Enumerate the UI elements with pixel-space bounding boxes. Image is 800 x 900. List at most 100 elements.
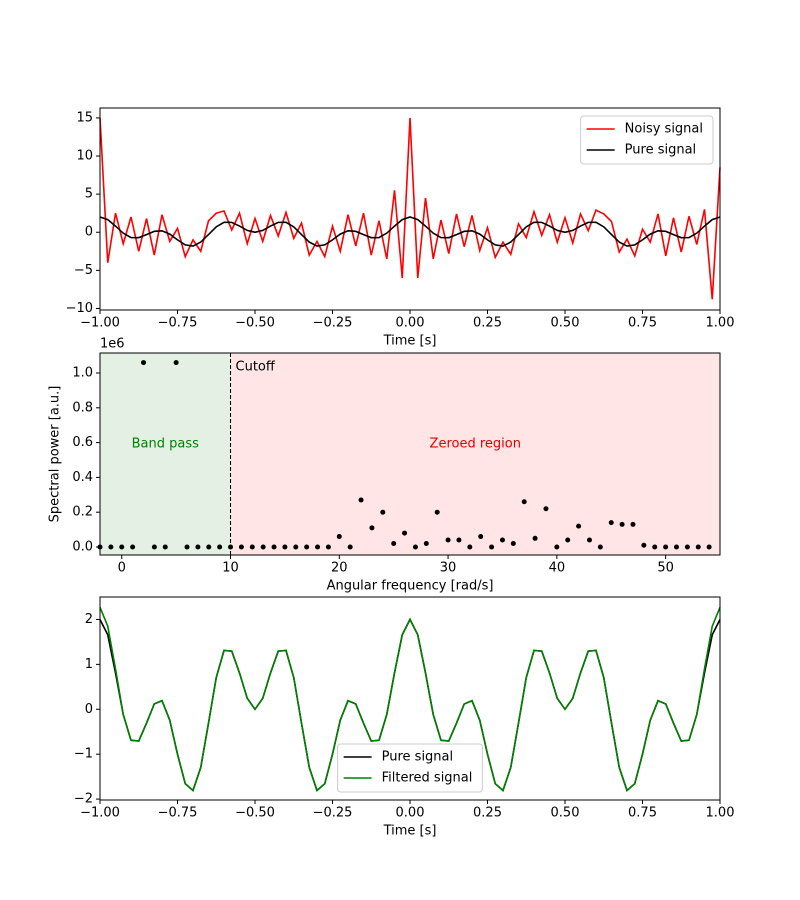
point [434, 509, 440, 515]
point [173, 360, 179, 366]
point [445, 537, 451, 543]
x-tick-label: 20 [331, 561, 348, 576]
point [315, 544, 321, 550]
y-tick-label: 10 [76, 149, 93, 164]
legend-label: Pure signal [382, 750, 454, 765]
point [151, 544, 157, 550]
x-tick-label: 1.00 [706, 316, 735, 331]
x-tick-label: −0.25 [313, 316, 353, 331]
point [369, 525, 375, 531]
axes-frame [99, 352, 721, 556]
x-tick-label: −0.50 [235, 316, 275, 331]
subplot: −1.00 −0.75 −0.50 −0.25 0.00 0.25 0.50 0.75 1.00… [66, 107, 735, 349]
point [293, 544, 299, 550]
x-tick-label: −1.00 [80, 806, 120, 821]
point [402, 530, 408, 536]
x-axis-label: Time [s] [383, 824, 437, 839]
y-tick-label: 0.0 [72, 539, 93, 554]
x-tick-label: 0.75 [628, 316, 657, 331]
x-tick-label: 0.25 [473, 806, 502, 821]
x-tick-label: 0.50 [551, 316, 580, 331]
point [510, 541, 516, 547]
point [238, 544, 244, 550]
point [304, 544, 310, 550]
x-tick-label: 0.50 [551, 806, 580, 821]
point [358, 497, 364, 503]
subplot: Band pass Zeroed region Cutoff 0 10 20 30 40 50 0… [48, 337, 721, 594]
point [673, 544, 679, 550]
region [100, 353, 231, 555]
region-label: Band pass [132, 436, 199, 451]
point [478, 534, 484, 540]
region [230, 353, 721, 555]
point [663, 544, 669, 550]
y-tick-label: 0.6 [72, 435, 93, 450]
point [228, 544, 234, 550]
point [586, 537, 592, 543]
y-tick-label: −1 [74, 747, 93, 762]
legend-box [580, 115, 714, 165]
point [184, 544, 190, 550]
point [554, 544, 560, 550]
point [608, 520, 614, 526]
x-tick-label: 1.00 [706, 806, 735, 821]
point [325, 544, 331, 550]
point [543, 506, 549, 512]
x-tick-label: −0.50 [235, 806, 275, 821]
legend-label: Noisy signal [625, 122, 703, 137]
point [489, 544, 495, 550]
legend: Noisy signal Pure signal [580, 115, 714, 165]
point [391, 541, 397, 547]
point [576, 523, 582, 529]
point [336, 534, 342, 540]
x-tick-label: 0 [118, 561, 126, 576]
y-tick-label: 2 [85, 612, 93, 627]
cutoff-label: Cutoff [236, 360, 276, 375]
point [597, 544, 603, 550]
y-tick-label: 15 [76, 110, 93, 125]
series-line [99, 117, 721, 300]
point [456, 537, 462, 543]
x-tick-label: 0.75 [628, 806, 657, 821]
x-tick-label: 30 [440, 561, 457, 576]
point [423, 541, 429, 547]
point [217, 544, 223, 550]
x-tick-label: −0.25 [313, 806, 353, 821]
x-tick-label: −0.75 [158, 806, 198, 821]
point [652, 544, 658, 550]
y-tick-label: 1 [85, 657, 93, 672]
y-tick-label: 0.4 [72, 470, 93, 485]
x-axis-label: Angular frequency [rad/s] [327, 579, 494, 594]
x-tick-label: 10 [222, 561, 239, 576]
legend-box [337, 743, 483, 793]
point [706, 544, 712, 550]
point [630, 521, 636, 527]
x-tick-label: 0.00 [396, 316, 425, 331]
point [206, 544, 212, 550]
point [521, 499, 527, 505]
point [162, 544, 168, 550]
point [130, 544, 136, 550]
point [380, 509, 386, 515]
point [412, 544, 418, 550]
y-tick-label: −2 [74, 792, 93, 807]
point [619, 521, 625, 527]
point [271, 544, 277, 550]
point [141, 360, 147, 366]
point [565, 537, 571, 543]
x-tick-label: 0.00 [396, 806, 425, 821]
point [641, 542, 647, 548]
point [695, 544, 701, 550]
y-tick-label: 5 [85, 187, 93, 202]
y-tick-label: 1.0 [72, 366, 93, 381]
point [282, 544, 288, 550]
point [249, 544, 255, 550]
point [499, 537, 505, 543]
point [467, 544, 473, 550]
point [347, 544, 353, 550]
y-tick-label: −10 [66, 301, 93, 316]
series-line [99, 216, 721, 247]
x-tick-label: 40 [549, 561, 566, 576]
y-tick-label: 0.2 [72, 505, 93, 520]
